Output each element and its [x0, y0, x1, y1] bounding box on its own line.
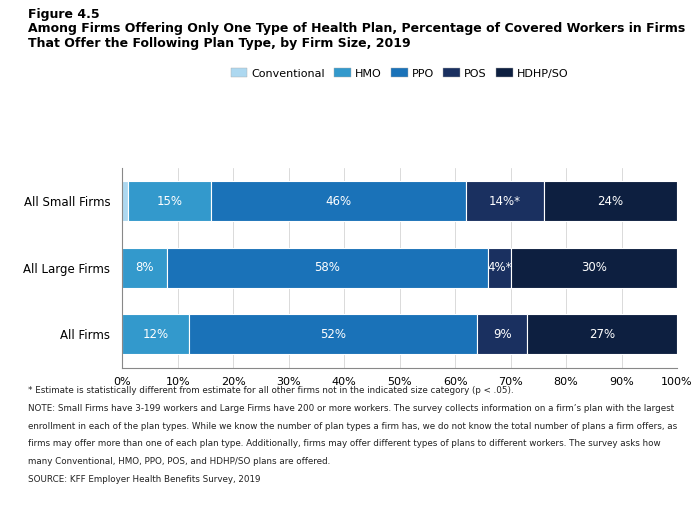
Text: That Offer the Following Plan Type, by Firm Size, 2019: That Offer the Following Plan Type, by F… — [28, 37, 410, 50]
Text: 15%: 15% — [156, 195, 182, 208]
Text: 52%: 52% — [320, 328, 346, 341]
Bar — [510, 248, 677, 288]
Bar — [128, 181, 211, 221]
Text: 12%: 12% — [142, 328, 168, 341]
Bar — [466, 181, 544, 221]
Bar — [188, 314, 477, 354]
Text: 4%*: 4%* — [487, 261, 512, 274]
Text: SOURCE: KFF Employer Health Benefits Survey, 2019: SOURCE: KFF Employer Health Benefits Sur… — [28, 475, 260, 484]
Bar — [122, 248, 167, 288]
Text: 27%: 27% — [589, 328, 615, 341]
Text: Figure 4.5: Figure 4.5 — [28, 8, 100, 21]
Bar — [122, 181, 128, 221]
Bar — [527, 314, 677, 354]
Bar — [167, 248, 489, 288]
Text: 24%: 24% — [597, 195, 623, 208]
Text: 9%: 9% — [493, 328, 512, 341]
Text: 8%: 8% — [135, 261, 154, 274]
Text: NOTE: Small Firms have 3-199 workers and Large Firms have 200 or more workers. T: NOTE: Small Firms have 3-199 workers and… — [28, 404, 674, 413]
Text: enrollment in each of the plan types. While we know the number of plan types a f: enrollment in each of the plan types. Wh… — [28, 422, 677, 430]
Text: many Conventional, HMO, PPO, POS, and HDHP/SO plans are offered.: many Conventional, HMO, PPO, POS, and HD… — [28, 457, 330, 466]
Bar — [477, 314, 527, 354]
Text: 46%: 46% — [325, 195, 352, 208]
Bar — [211, 181, 466, 221]
Text: Among Firms Offering Only One Type of Health Plan, Percentage of Covered Workers: Among Firms Offering Only One Type of He… — [28, 22, 685, 35]
Bar — [489, 248, 510, 288]
Bar — [122, 314, 188, 354]
Text: 30%: 30% — [581, 261, 607, 274]
Text: * Estimate is statistically different from estimate for all other firms not in t: * Estimate is statistically different fr… — [28, 386, 514, 395]
Text: 14%*: 14%* — [489, 195, 521, 208]
Bar — [544, 181, 677, 221]
Text: 58%: 58% — [315, 261, 341, 274]
Legend: Conventional, HMO, PPO, POS, HDHP/SO: Conventional, HMO, PPO, POS, HDHP/SO — [226, 64, 573, 83]
Text: firms may offer more than one of each plan type. Additionally, firms may offer d: firms may offer more than one of each pl… — [28, 439, 660, 448]
